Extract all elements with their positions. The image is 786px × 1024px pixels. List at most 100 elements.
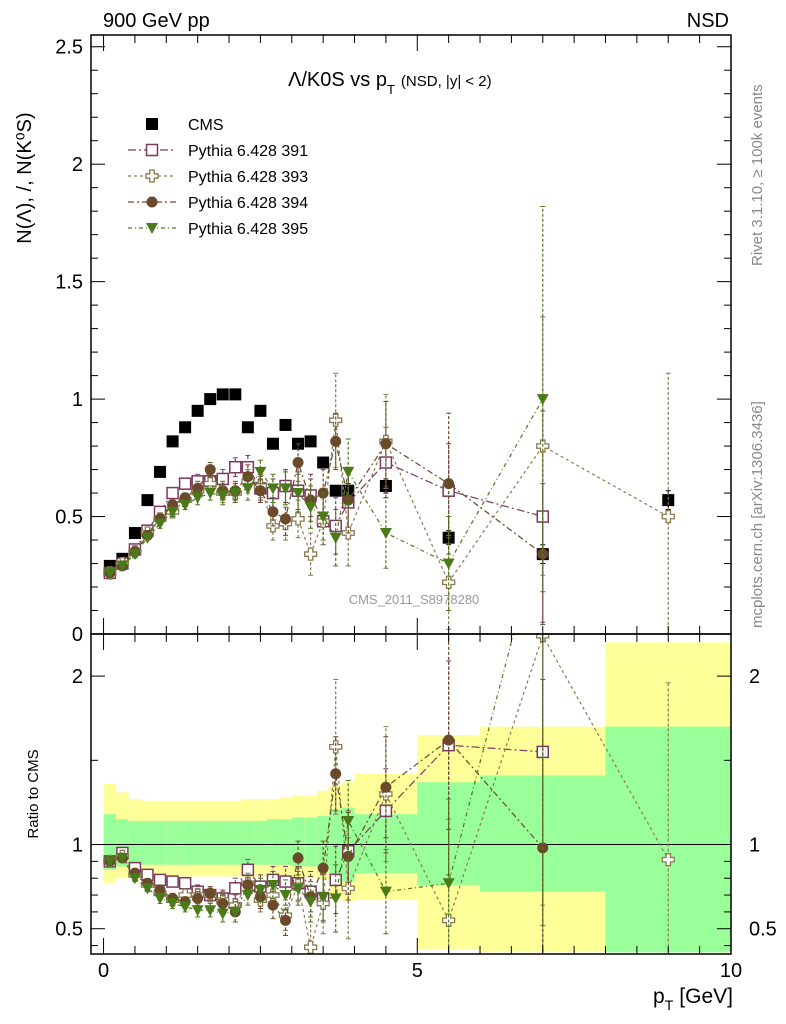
main-point-cms: [154, 465, 167, 478]
ratio-point-p395: [216, 908, 229, 920]
ratio-point-p395: [116, 853, 129, 864]
legend-label-p394: Pythia 6.428 394: [188, 195, 308, 212]
ratio-point-p395: [166, 898, 179, 910]
ratio-point-p395: [141, 883, 154, 895]
main-point-p395: [279, 483, 292, 495]
ratio-y-tick-label-right: 0.5: [749, 919, 777, 941]
main-y-tick-label: 1.5: [55, 272, 83, 294]
ratio-point-p395: [342, 815, 355, 827]
ratio-point-p395: [241, 890, 254, 902]
legend: CMS Pythia 6.428 391 Pythia 6.428 393 Pythi…: [128, 117, 308, 238]
ratio-band-inner: [178, 820, 192, 865]
main-point-p394: [204, 464, 216, 476]
main-point-p393: [661, 509, 675, 524]
main-point-p395: [141, 532, 154, 544]
ratio-point-p391: [153, 873, 167, 887]
main-point-p395: [116, 560, 129, 572]
legend-label-p393: Pythia 6.428 393: [188, 169, 308, 186]
ratio-point-p393: [303, 940, 318, 954]
x-tick-label: 5: [412, 960, 423, 982]
main-panel-frame: [90, 34, 732, 635]
main-point-p391: [229, 460, 242, 474]
main-point-p395: [292, 488, 305, 500]
ratio-point-p394: [443, 734, 455, 746]
main-point-cms: [141, 494, 154, 507]
ratio-band-inner: [153, 820, 167, 865]
main-point-cms: [191, 404, 204, 417]
main-point-cms: [329, 484, 342, 497]
x-tick-label: 10: [720, 960, 742, 982]
legend-item-p393: Pythia 6.428 393: [128, 169, 308, 186]
ratio-point-p395: [304, 896, 317, 908]
x-axis-label-main: p: [653, 985, 665, 1008]
legend-item-p395: Pythia 6.428 395: [128, 221, 308, 238]
main-y-tick-label: 1: [72, 389, 83, 411]
x-axis-label-suffix: [GeV]: [679, 985, 733, 1008]
ratio-point-p395: [103, 856, 116, 868]
ratio-point-p391: [229, 882, 242, 895]
ratio-band-inner: [191, 820, 204, 865]
watermark: CMS_2011_S8978280: [349, 592, 480, 607]
legend-item-p394: Pythia 6.428 394: [128, 195, 308, 212]
main-point-p395: [342, 466, 355, 478]
main-point-p394: [292, 457, 304, 469]
legend-marker-p394: [146, 196, 158, 208]
main-point-cms: [229, 388, 242, 401]
main-point-cms: [166, 435, 179, 448]
ratio-point-p395: [154, 893, 167, 905]
ratio-point-p394: [292, 852, 304, 864]
main-point-p395: [304, 502, 317, 514]
ratio-band-inner: [128, 820, 142, 865]
ratio-point-p395: [179, 901, 192, 913]
ratio-point-p394: [330, 768, 342, 780]
main-point-p393: [291, 512, 305, 526]
ratio-band-inner: [203, 820, 217, 865]
main-point-p394: [192, 482, 204, 494]
ratio-band-inner: [166, 820, 179, 865]
main-line-p395: [109, 398, 544, 574]
main-title: Λ/K0S vs pT (NSD, |y| < 2): [288, 69, 492, 97]
main-y-tick-label: 2.5: [55, 37, 83, 59]
ratio-point-p394: [267, 899, 279, 911]
main-point-p395: [103, 567, 116, 579]
main-point-cms: [128, 526, 141, 539]
legend-marker-p393: [145, 169, 159, 183]
main-point-p395: [317, 511, 330, 523]
legend-label-cms: CMS: [188, 117, 224, 134]
main-point-cms: [266, 437, 279, 450]
ratio-point-p395: [442, 878, 455, 890]
main-point-cms: [241, 421, 254, 434]
ratio-point-p393: [661, 853, 675, 867]
ratio-point-p391: [166, 875, 179, 888]
rivet-side-label: Rivet 3.1.10, ≥ 100k events: [749, 84, 766, 266]
main-point-p395: [128, 549, 141, 561]
legend-marker-p395: [146, 223, 158, 234]
legend-item-cms: CMS: [146, 117, 224, 134]
ratio-point-p395: [229, 906, 242, 918]
ratio-panel-frame: [90, 633, 732, 955]
main-point-p395: [241, 483, 254, 495]
main-y-tick-label: 2: [72, 154, 83, 176]
ratio-point-p395: [191, 905, 204, 917]
ratio-point-p395: [329, 893, 342, 905]
main-point-cms: [317, 456, 330, 469]
main-point-cms: [216, 388, 229, 401]
ratio-point-p395: [128, 873, 141, 885]
main-point-cms: [662, 494, 675, 507]
ratio-point-p394: [154, 884, 166, 896]
main-point-p395: [442, 558, 455, 570]
ratio-point-p395: [379, 886, 392, 898]
ratio-band-inner: [279, 819, 292, 865]
ratio-point-p395: [204, 905, 217, 917]
ratio-series-p395: [103, 634, 546, 954]
main-point-p393: [329, 413, 343, 427]
mcplots-side-label: mcplots.cern.ch [arXiv:1306.3436]: [749, 401, 766, 628]
ratio-point-p395: [254, 885, 267, 896]
ratio-point-p395: [317, 891, 330, 903]
main-point-p394: [280, 513, 292, 525]
main-point-p394: [342, 494, 354, 506]
legend-marker-p391: [145, 143, 159, 157]
ratio-point-p391: [279, 875, 292, 888]
main-point-p395: [204, 488, 217, 500]
